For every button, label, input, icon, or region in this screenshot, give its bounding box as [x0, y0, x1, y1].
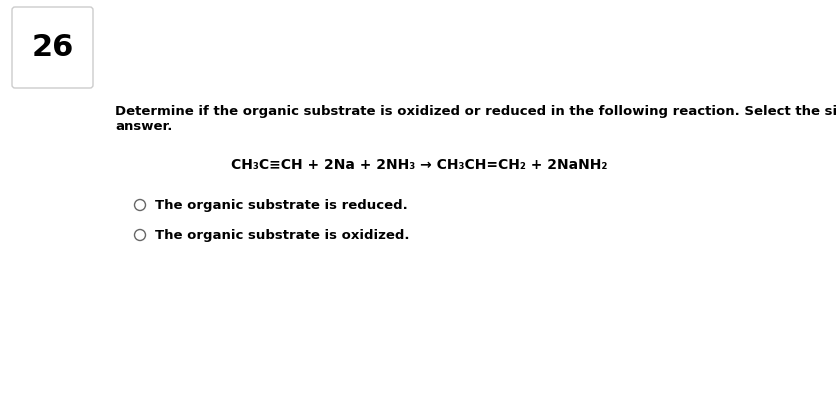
Text: The organic substrate is reduced.: The organic substrate is reduced.	[155, 199, 408, 212]
Text: CH₃C≡CH + 2Na + 2NH₃ → CH₃CH=CH₂ + 2NaNH₂: CH₃C≡CH + 2Na + 2NH₃ → CH₃CH=CH₂ + 2NaNH…	[230, 158, 608, 172]
Text: answer.: answer.	[115, 120, 173, 133]
Text: 26: 26	[31, 33, 74, 62]
Text: The organic substrate is oxidized.: The organic substrate is oxidized.	[155, 229, 410, 242]
FancyBboxPatch shape	[12, 7, 93, 88]
Text: Determine if the organic substrate is oxidized or reduced in the following react: Determine if the organic substrate is ox…	[115, 105, 838, 118]
